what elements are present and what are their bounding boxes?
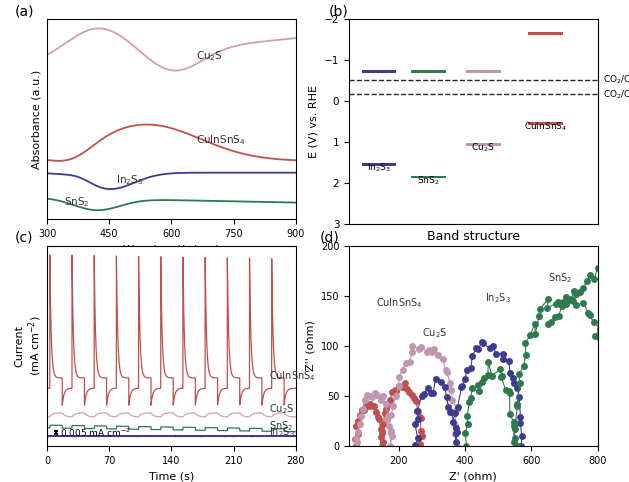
Text: CuInSnS$_4$: CuInSnS$_4$: [524, 121, 567, 134]
Text: In$_2$S$_3$: In$_2$S$_3$: [367, 162, 391, 174]
Text: In$_2$S$_3$: In$_2$S$_3$: [269, 426, 295, 439]
Text: SnS$_2$: SnS$_2$: [64, 196, 89, 209]
Text: Cu$_2$S: Cu$_2$S: [269, 402, 294, 416]
Text: 0.005 mA cm$^{-2}$: 0.005 mA cm$^{-2}$: [60, 426, 130, 439]
Y-axis label: Absorbance (a.u.): Absorbance (a.u.): [31, 70, 42, 169]
Text: In$_2$S$_3$: In$_2$S$_3$: [485, 291, 511, 305]
Text: SnS$_2$: SnS$_2$: [548, 271, 572, 285]
Text: In$_2$S$_3$: In$_2$S$_3$: [116, 174, 143, 187]
X-axis label: Band structure: Band structure: [427, 230, 520, 242]
Text: CuInSnS$_4$: CuInSnS$_4$: [269, 369, 316, 383]
Y-axis label: Current
(mA cm$^{-2}$): Current (mA cm$^{-2}$): [14, 316, 45, 376]
Text: CO$_2$/CH$_4$: CO$_2$/CH$_4$: [603, 88, 629, 101]
Text: CuInSnS$_4$: CuInSnS$_4$: [196, 134, 246, 147]
Text: (b): (b): [329, 4, 349, 18]
Text: Cu$_2$S: Cu$_2$S: [422, 326, 447, 340]
Text: (d): (d): [320, 231, 339, 245]
X-axis label: Time (s): Time (s): [149, 471, 194, 481]
Y-axis label: Z'' (ohm): Z'' (ohm): [305, 321, 315, 371]
Text: SnS$_2$: SnS$_2$: [269, 419, 293, 433]
Text: (c): (c): [15, 231, 33, 245]
Text: Cu$_2$S: Cu$_2$S: [196, 49, 223, 63]
Text: Cu$_2$S: Cu$_2$S: [472, 141, 495, 154]
Text: CuInSnS$_4$: CuInSnS$_4$: [376, 296, 422, 309]
X-axis label: Z' (ohm): Z' (ohm): [450, 471, 497, 481]
Text: CO$_2$/CO: CO$_2$/CO: [603, 73, 629, 86]
Y-axis label: E (V) vs. RHE: E (V) vs. RHE: [308, 85, 318, 158]
Text: (a): (a): [15, 4, 35, 18]
Text: SnS$_2$: SnS$_2$: [417, 174, 440, 187]
X-axis label: Wavelength (nm): Wavelength (nm): [123, 244, 220, 254]
